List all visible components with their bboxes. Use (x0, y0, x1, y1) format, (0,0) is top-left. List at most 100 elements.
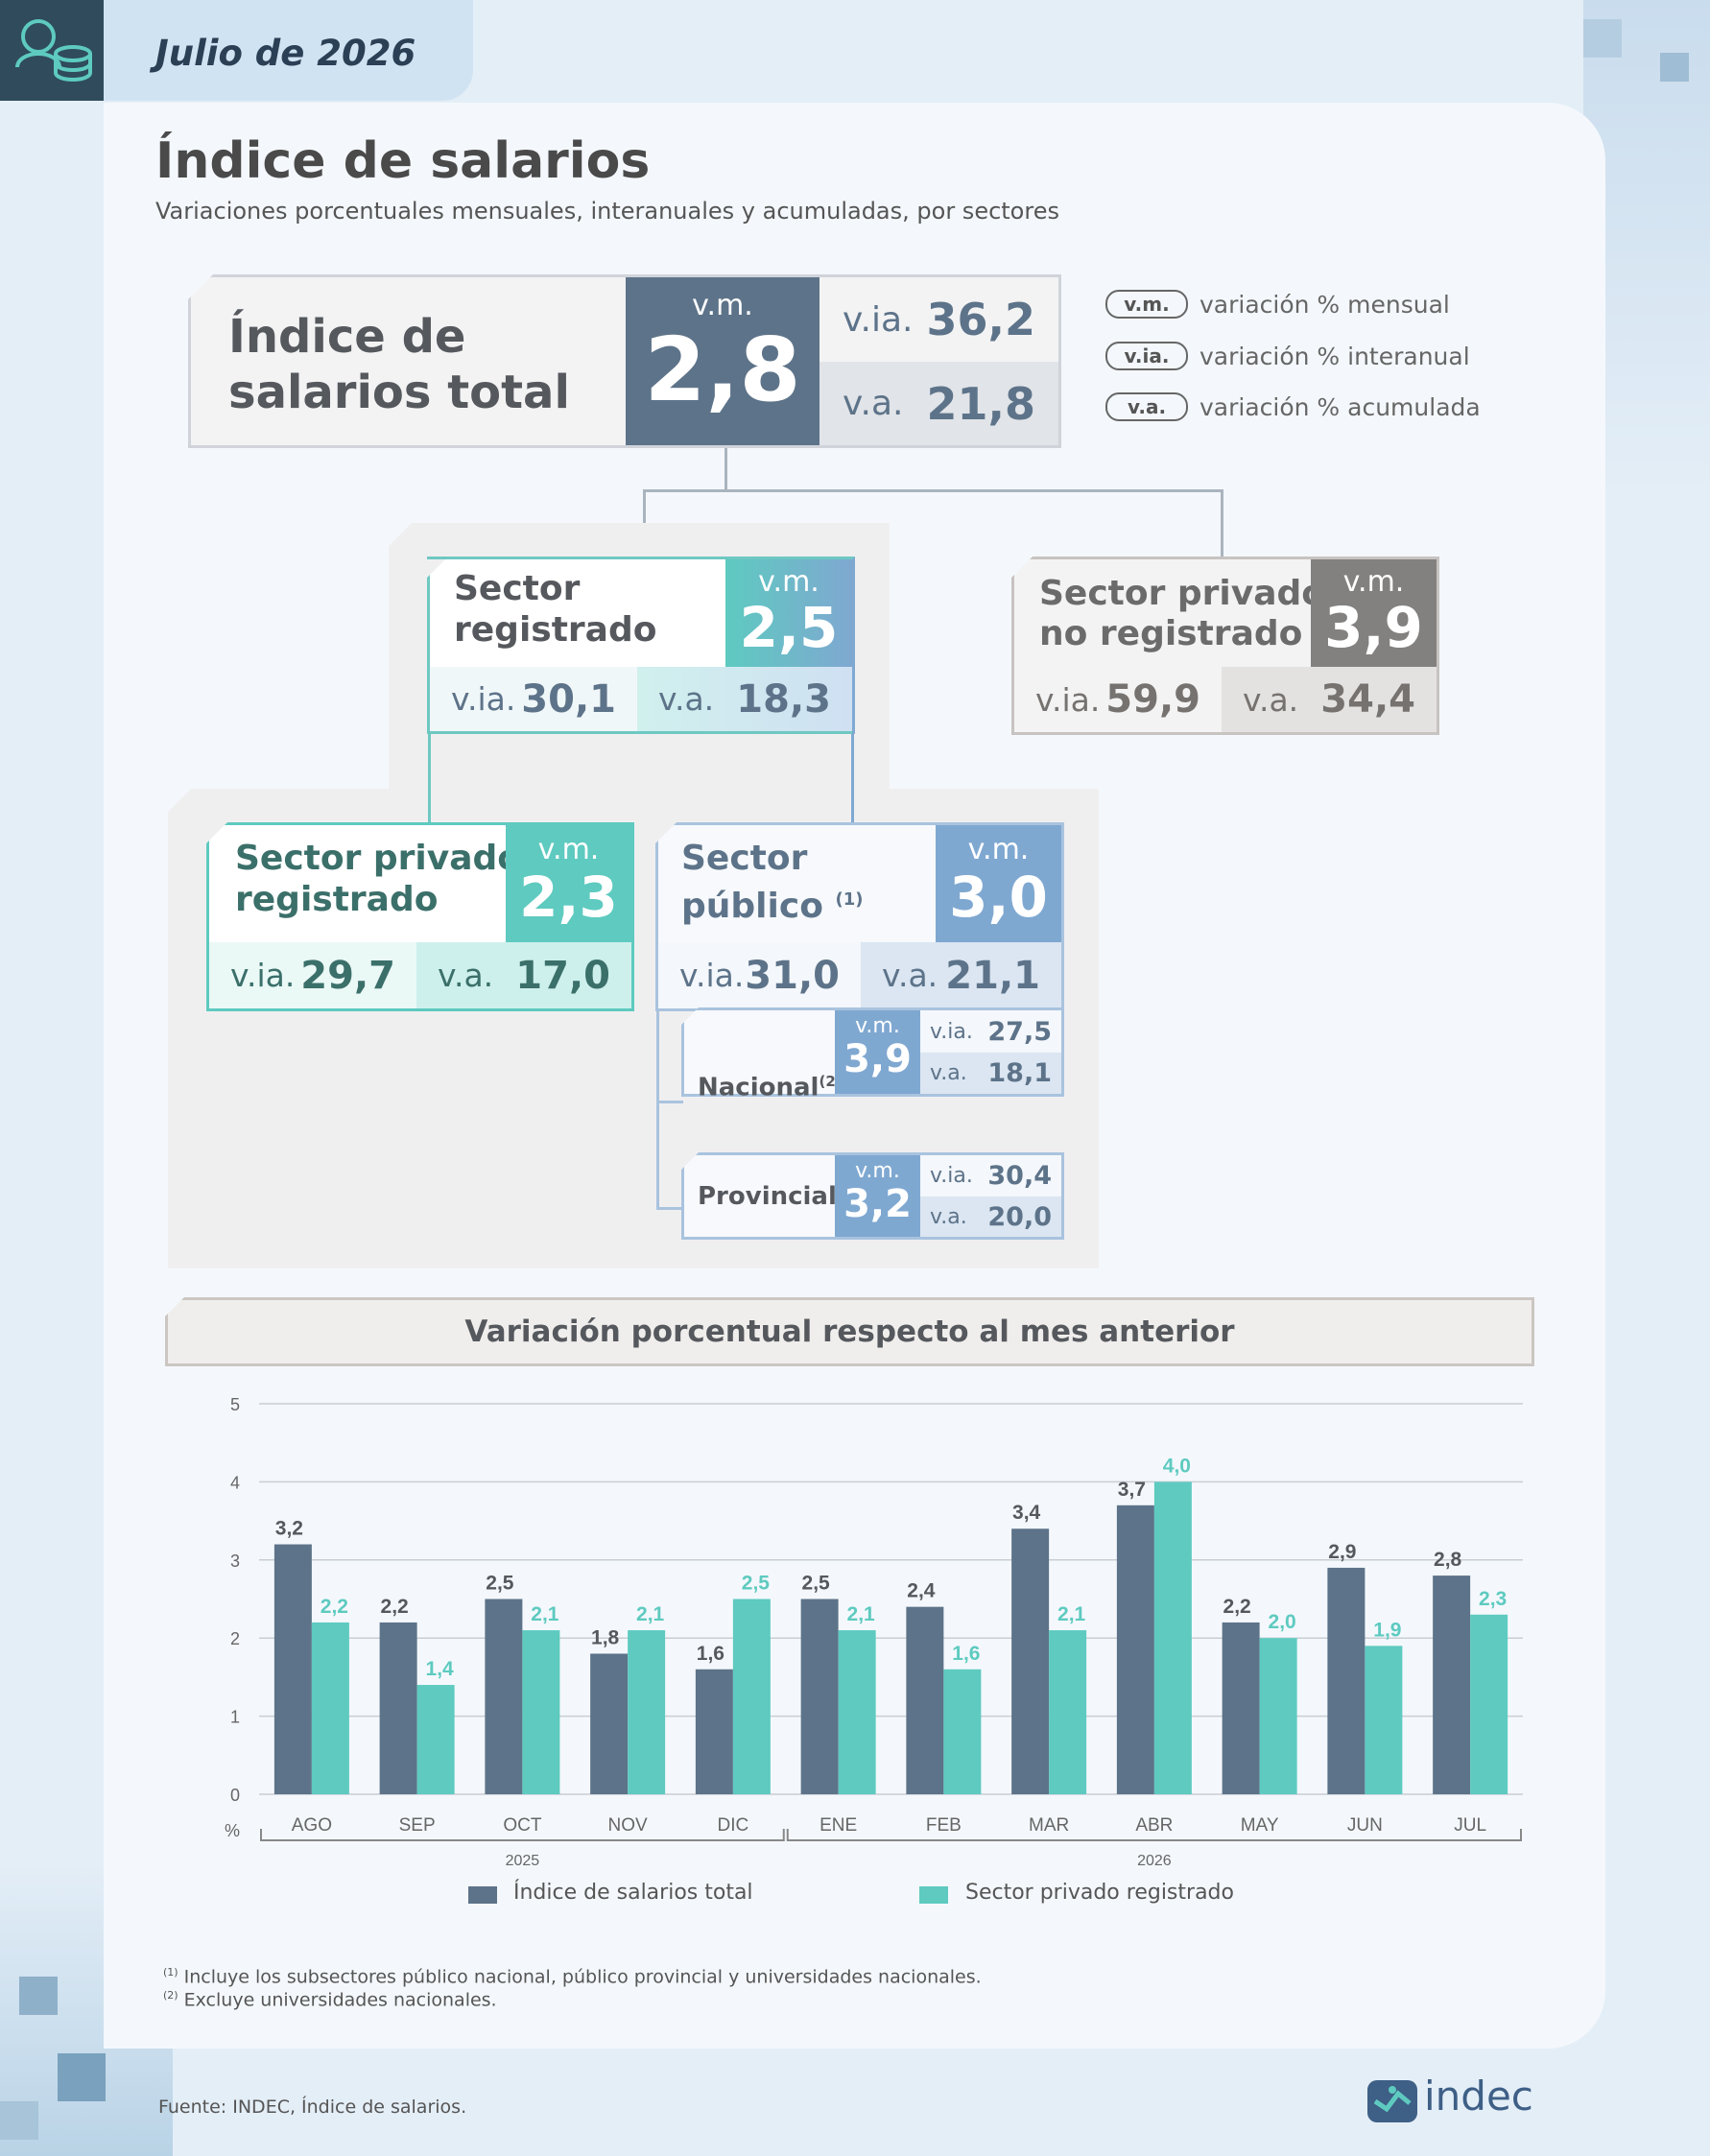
indec-logo-icon (1367, 2080, 1417, 2122)
connector-line (724, 447, 727, 490)
publico-label-line1: Sector (681, 839, 808, 878)
decorative-pixel (0, 2101, 38, 2140)
no-registrado-via-cell: v.ia. 59,9 (1014, 667, 1222, 732)
bar-total (906, 1606, 944, 1794)
total-via-value: 36,2 (926, 294, 1036, 345)
x-tick-label: NOV (608, 1815, 649, 1836)
header-bar (104, 0, 473, 101)
bar-privado (1365, 1646, 1403, 1794)
provincial-via-label: v.ia. (930, 1164, 973, 1188)
data-label: 2,1 (847, 1603, 876, 1625)
nacional-vm-label: v.m. (855, 1014, 900, 1038)
legend-text-va: variación % acumulada (1199, 393, 1481, 421)
registrado-va-value: 18,3 (736, 676, 831, 722)
data-label: 2,4 (907, 1580, 936, 1602)
data-label: 2,2 (381, 1596, 409, 1618)
legend-pill-via: v.ia. (1105, 342, 1188, 370)
y-tick-label: 1 (230, 1708, 240, 1727)
bar-privado (1049, 1630, 1087, 1794)
legend-label-total: Índice de salarios total (513, 1881, 753, 1905)
nacional-label-text: Nacional (698, 1073, 819, 1102)
page-title: Índice de salarios (155, 132, 651, 190)
registrado-label-line1: Sector (454, 569, 581, 608)
x-tick-label: OCT (503, 1815, 542, 1836)
indec-logo-text: indec (1424, 2073, 1533, 2120)
data-label: 1,6 (952, 1643, 980, 1665)
legend-text-via: variación % interanual (1199, 343, 1470, 370)
provincial-label: Provincial (698, 1182, 837, 1211)
y-tick-label: 0 (230, 1786, 240, 1805)
total-label-line1: Índice de (228, 310, 466, 364)
total-label: Índice de salarios total (228, 309, 570, 420)
data-label: 2,3 (1479, 1588, 1507, 1610)
no-registrado-va-label: v.a. (1243, 680, 1299, 719)
publico-va-label: v.a. (882, 957, 938, 994)
bar-total (273, 1544, 312, 1794)
data-label: 2,0 (1269, 1611, 1296, 1633)
bar-privado (1470, 1614, 1508, 1794)
total-va-value: 21,8 (926, 377, 1036, 430)
publico-va-value: 21,1 (945, 953, 1040, 998)
bar-privado (732, 1599, 771, 1794)
registrado-vm-value: 2,5 (739, 595, 839, 660)
bar-total (485, 1599, 523, 1794)
coins-icon-tile (0, 0, 104, 101)
registrado-va-label: v.a. (658, 680, 715, 718)
data-label: 2,8 (1434, 1549, 1462, 1571)
bar-privado (838, 1630, 876, 1794)
no-registrado-vm-label: v.m. (1342, 565, 1405, 599)
nacional-via-cell: v.ia. 27,5 (920, 1010, 1061, 1053)
registrado-label-line2: registrado (454, 610, 657, 650)
privado-registrado-label-line1: Sector privado (235, 839, 522, 878)
legend-pill-vm: v.m. (1105, 290, 1188, 319)
no-registrado-via-label: v.ia. (1035, 680, 1101, 719)
bar-total (1433, 1576, 1471, 1794)
legend-label-privado: Sector privado registrado (965, 1881, 1234, 1905)
no-registrado-label: Sector privado no registrado (1039, 574, 1325, 654)
year-label: 2025 (506, 1853, 540, 1869)
data-label: 2,2 (1223, 1596, 1251, 1618)
y-tick-label: 4 (230, 1473, 240, 1492)
privado-registrado-va-value: 17,0 (515, 953, 610, 998)
publico-via-cell: v.ia. 31,0 (658, 942, 861, 1008)
registrado-va-cell: v.a. 18,3 (637, 667, 852, 731)
connector-line (851, 734, 854, 824)
provincial-via-value: 30,4 (987, 1161, 1052, 1191)
privado-registrado-via-value: 29,7 (300, 953, 395, 998)
x-tick-label: ABR (1135, 1815, 1173, 1836)
provincial-vm-block: v.m. 3,2 (835, 1155, 920, 1237)
publico-label: Sector público (1) (681, 838, 863, 927)
bar-total (695, 1669, 733, 1794)
nacional-va-value: 18,1 (987, 1058, 1052, 1088)
indec-logo-mark (1373, 2086, 1412, 2113)
publico-footnote-mark: (1) (835, 889, 864, 910)
x-tick-label: FEB (926, 1815, 962, 1836)
bar-privado (943, 1669, 982, 1794)
publico-via-value: 31,0 (745, 953, 840, 998)
provincial-va-label: v.a. (930, 1204, 967, 1229)
registrado-via-cell: v.ia. 30,1 (430, 667, 637, 731)
no-registrado-va-value: 34,4 (1320, 677, 1415, 722)
x-tick-label: DIC (718, 1815, 749, 1836)
total-vm-label: v.m. (692, 289, 753, 322)
connector-line (656, 1011, 659, 1210)
bar-total (1222, 1622, 1260, 1794)
connector-line (1221, 489, 1223, 558)
publico-vm-block: v.m. 3,0 (936, 825, 1061, 942)
y-axis-unit: % (225, 1821, 240, 1840)
data-label: 3,7 (1118, 1479, 1146, 1501)
total-vm-block: v.m. 2,8 (626, 277, 819, 445)
year-label: 2026 (1137, 1853, 1172, 1869)
footnote-1-text: Incluye los subsectores público nacional… (183, 1966, 982, 1988)
privado-registrado-label: Sector privado registrado (235, 838, 521, 920)
registrado-vm-label: v.m. (758, 565, 819, 599)
footnote-1-mark: (1) (163, 1966, 178, 1978)
legend-swatch-privado (919, 1886, 948, 1904)
nacional-vm-block: v.m. 3,9 (835, 1010, 920, 1094)
decorative-pixel (58, 2053, 106, 2101)
year-bracket (786, 1829, 1522, 1841)
registrado-vm-block: v.m. 2,5 (725, 559, 852, 667)
bar-privado (416, 1685, 455, 1794)
data-label: 2,5 (486, 1573, 514, 1595)
data-label: 1,9 (1373, 1619, 1401, 1641)
